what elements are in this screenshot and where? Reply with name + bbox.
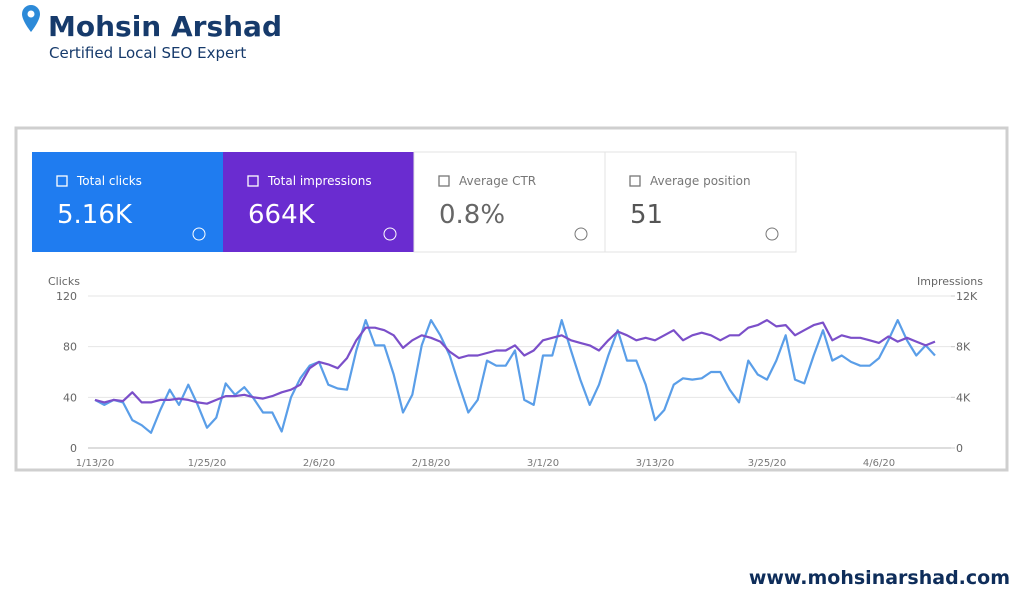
brand-title: Mohsin Arshad (48, 10, 282, 43)
series-line (94, 319, 936, 434)
metric-card (32, 152, 223, 252)
metric-card (604, 151, 797, 253)
x-tick-label: 1/13/20 (76, 458, 115, 469)
x-tick-label: 3/13/20 (636, 458, 675, 469)
pin-icon (22, 5, 40, 32)
pin-hole (27, 10, 35, 18)
help-icon (383, 227, 397, 241)
card-label: Total clicks (76, 174, 142, 188)
card-checkbox (247, 175, 259, 187)
card-checkbox (438, 175, 450, 187)
x-tick-label: 1/25/20 (188, 458, 227, 469)
y-tick-label: 40 (63, 391, 77, 404)
metric-card (413, 151, 606, 253)
x-tick-label: 3/25/20 (748, 458, 787, 469)
x-tick-label: 2/6/20 (303, 458, 335, 469)
y2-tick-label: 8K (956, 341, 971, 354)
x-tick-label: 4/6/20 (863, 458, 895, 469)
card-checkbox (629, 175, 641, 187)
card-label: Total impressions (267, 174, 372, 188)
y2-tick-label: 4K (956, 391, 971, 404)
x-tick-label: 2/18/20 (412, 458, 451, 469)
x-tick-label: 3/1/20 (527, 458, 559, 469)
card-value: 664K (248, 200, 316, 230)
y-tick-label: 80 (63, 341, 77, 354)
help-icon (765, 227, 779, 241)
metric-card (223, 152, 414, 252)
brand-subtitle: Certified Local SEO Expert (49, 44, 246, 62)
y2-axis-title: Impressions (917, 275, 983, 288)
card-value: 51 (630, 200, 663, 230)
y2-tick-label: 12K (956, 290, 978, 303)
help-icon (574, 227, 588, 241)
series-line (94, 319, 936, 405)
y-axis-title: Clicks (48, 275, 80, 288)
y-tick-label: 120 (56, 290, 77, 303)
card-value: 5.16K (57, 200, 133, 230)
card-label: Average CTR (459, 174, 536, 188)
y2-tick-label: 0 (956, 442, 963, 455)
chart: Clicks Impressions 0 40 80 120 0 4K 8K 12K 1/13/20… (48, 275, 983, 469)
y-tick-label: 0 (70, 442, 77, 455)
cards: Total clicks 5.16K Total impressions 664K Av… (32, 151, 797, 253)
card-label: Average position (650, 174, 751, 188)
footer-url: www.mohsinarshad.com (749, 567, 1010, 589)
help-icon (192, 227, 206, 241)
card-checkbox (56, 175, 68, 187)
card-value: 0.8% (439, 200, 505, 230)
